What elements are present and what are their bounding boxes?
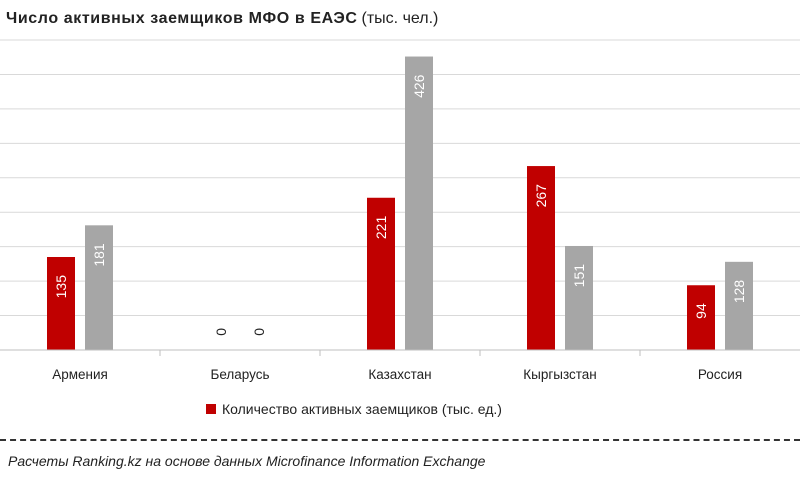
bar <box>565 245 593 350</box>
data-label: 0 <box>251 328 267 336</box>
category-label: Казахстан <box>368 367 431 382</box>
chart-title: Число активных заемщиков МФО в ЕАЭС (тыс.… <box>6 10 438 28</box>
data-label: 267 <box>533 184 549 208</box>
category-label: Армения <box>52 367 108 382</box>
bar <box>725 261 753 350</box>
bar <box>367 197 395 350</box>
gridlines <box>0 39 800 317</box>
bar-chart: 135 181 0 0 221 426 267 151 94 128 Армения Беларус… <box>0 39 800 382</box>
data-label: 94 <box>693 303 709 319</box>
x-axis: Армения Беларусь Казахстан Кыргызстан Россия <box>0 349 800 382</box>
bars: 135 181 0 0 221 426 267 151 94 128 <box>47 56 753 351</box>
data-label: 221 <box>373 216 389 240</box>
category-label: Кыргызстан <box>523 367 597 382</box>
bar <box>47 257 75 350</box>
divider <box>0 439 800 441</box>
chart-title-unit: (тыс. чел.) <box>361 10 439 27</box>
data-label: 151 <box>571 264 587 288</box>
legend-swatch <box>206 404 216 414</box>
category-label: Россия <box>698 367 742 382</box>
bar <box>405 56 433 351</box>
data-label: 128 <box>731 280 747 304</box>
legend: Количество активных заемщиков (тыс. ед.) <box>206 401 502 417</box>
data-label: 135 <box>53 275 69 299</box>
legend-label: Количество активных заемщиков (тыс. ед.) <box>222 401 502 417</box>
chart-title-main: Число активных заемщиков МФО в ЕАЭС <box>6 10 358 27</box>
bar <box>85 225 113 350</box>
bar <box>527 166 555 350</box>
data-label: 181 <box>91 243 107 267</box>
source-note: Расчеты Ranking.kz на основе данных Micr… <box>8 453 486 469</box>
data-label: 426 <box>411 74 427 98</box>
data-label: 0 <box>213 328 229 336</box>
category-label: Беларусь <box>210 367 269 382</box>
bar <box>687 285 715 350</box>
